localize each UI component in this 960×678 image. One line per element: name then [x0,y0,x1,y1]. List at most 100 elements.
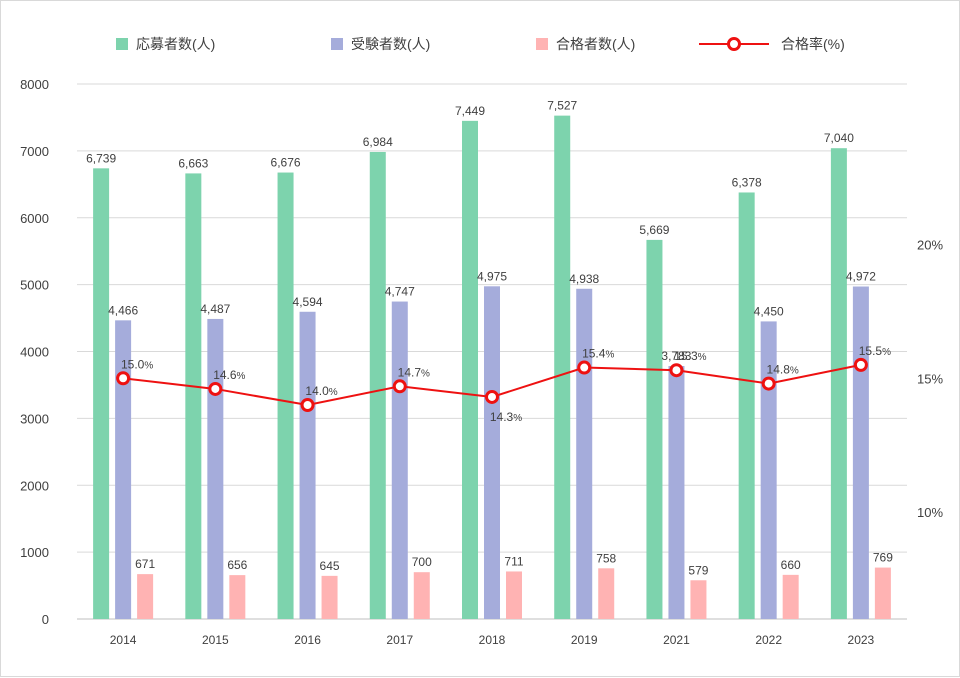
line-series: 15.0% 14.6% 14.0% 14.7% 14.3% 15.4% 15.3% 14.8%… [116,344,891,424]
rate-data-label: 15.0% [121,357,153,371]
bar-data-label: 660 [781,558,801,572]
rate-point [392,379,407,394]
bar-data-label: 758 [596,551,616,565]
bar-3 [413,572,430,619]
bar-2 [760,321,777,619]
x-tick-label: 2017 [386,633,413,647]
rate-data-label: 14.6% [213,368,245,382]
rate-data-label: 15.4% [582,347,614,361]
legend-swatch-2 [331,38,343,50]
rate-point [761,376,776,391]
bar-data-label: 6,663 [178,156,208,170]
legend-swatch-3 [536,38,548,50]
bar-3 [506,571,522,619]
bar-data-label: 4,594 [293,295,323,309]
left-tick-label: 4000 [20,345,49,360]
x-tick-label: 2021 [663,633,690,647]
x-tick-label: 2019 [571,633,598,647]
rate-point [853,357,868,372]
bar-data-label: 4,972 [846,269,876,283]
left-tick-label: 7000 [20,144,49,159]
legend-label: 応募者数(人) [136,36,215,52]
left-tick-label: 8000 [20,77,49,92]
legend-swatch-1 [116,38,128,50]
legend-marker [727,37,741,51]
left-tick-label: 1000 [20,545,49,560]
bar-1 [462,120,478,620]
x-tick-label: 2018 [479,633,506,647]
rate-point [577,360,592,375]
bar-3 [598,568,615,619]
rate-data-label: 14.3% [490,410,522,424]
bar-2 [852,286,869,619]
bar-3 [137,574,154,619]
bar-data-label: 4,975 [477,269,507,283]
rate-data-label: 14.7% [398,365,430,379]
rate-data-label: 15.5% [859,344,891,358]
rate-point [116,371,131,386]
rate-data-label: 14.0% [305,384,337,398]
left-tick-label: 2000 [20,478,49,493]
bar-data-label: 656 [227,558,247,572]
bar-data-label: 7,449 [455,104,485,118]
legend-label: 合格者数(人) [556,36,635,52]
rate-point [669,363,684,378]
bar-data-label: 4,938 [569,272,599,286]
x-tick-label: 2016 [294,633,321,647]
bar-2 [576,288,593,619]
bar-1 [369,151,386,619]
bar-data-label: 4,466 [108,303,138,317]
bar-1 [554,115,571,620]
bar-data-label: 7,040 [824,131,854,145]
bar-data-label: 700 [412,555,432,569]
x-tick-label: 2023 [848,633,875,647]
bar-1 [830,148,847,619]
bar-data-label: 4,747 [385,285,415,299]
legend-label: 受験者数(人) [351,36,430,52]
bar-data-labels: 6,739 4,466 671 6,663 4,487 656 6,676 4,594 645 6… [86,99,893,578]
x-axis-ticks: 2014 2015 2016 2017 2018 2019 2021 2022 2023 [110,633,875,647]
bar-2 [391,301,408,619]
bar-1 [93,168,110,619]
bar-data-label: 6,739 [86,151,116,165]
right-axis-ticks: 10% 15% 20% [917,238,943,521]
rate-data-label: 15.3% [674,349,706,363]
bar-1 [185,173,202,620]
x-tick-label: 2022 [755,633,782,647]
bar-1 [738,192,755,619]
legend-label: 合格率(%) [781,36,845,52]
bar-2 [115,320,132,619]
rate-point [300,398,315,412]
bar-data-label: 711 [504,554,523,568]
bar-3 [229,575,246,619]
right-tick-label: 10% [917,505,943,520]
right-tick-label: 15% [917,371,943,386]
bar-data-label: 671 [135,557,155,571]
left-axis-ticks: 0 1000 2000 3000 4000 5000 6000 7000 8000 [20,77,49,627]
bar-1 [277,172,294,620]
rate-point [485,389,499,404]
left-tick-label: 0 [42,612,49,627]
bar-2 [207,318,224,619]
bar-series [93,115,891,620]
x-tick-label: 2015 [202,633,229,647]
left-tick-label: 6000 [20,211,49,226]
bar-data-label: 7,527 [547,99,577,113]
left-tick-label: 3000 [20,411,49,426]
bar-data-label: 6,676 [271,156,301,170]
bar-3 [874,567,891,619]
bar-data-label: 3,783 [661,349,691,363]
bar-1 [646,239,663,619]
legend: 応募者数(人) 受験者数(人) 合格者数(人) 合格率(%) [116,36,845,52]
bar-data-label: 5,669 [639,223,669,237]
bar-2 [484,286,500,619]
left-tick-label: 5000 [20,278,49,293]
bar-3 [321,575,338,619]
bar-2 [668,366,685,619]
rate-data-label: 14.8% [767,363,799,377]
right-tick-label: 20% [917,238,943,253]
bar-2 [299,311,316,619]
bar-data-label: 6,378 [732,175,762,189]
